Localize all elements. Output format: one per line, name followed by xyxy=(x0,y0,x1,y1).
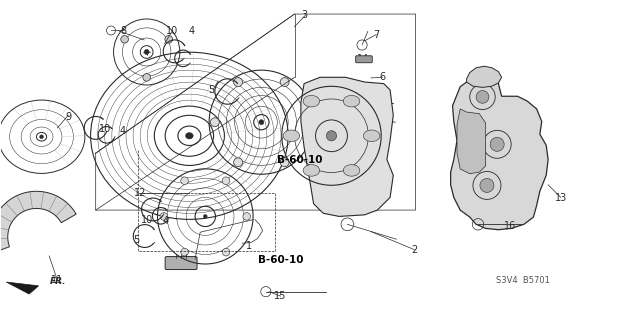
Polygon shape xyxy=(6,282,38,294)
Ellipse shape xyxy=(186,133,193,139)
Text: 16: 16 xyxy=(504,221,516,231)
Polygon shape xyxy=(457,109,486,174)
FancyBboxPatch shape xyxy=(165,256,197,270)
Ellipse shape xyxy=(364,130,380,142)
Ellipse shape xyxy=(211,118,220,127)
Polygon shape xyxy=(467,66,502,87)
Ellipse shape xyxy=(280,158,289,167)
Ellipse shape xyxy=(243,212,250,220)
Ellipse shape xyxy=(144,49,149,55)
Polygon shape xyxy=(0,191,76,253)
Ellipse shape xyxy=(490,137,504,151)
Ellipse shape xyxy=(222,248,230,256)
Text: 11: 11 xyxy=(51,275,63,285)
Text: 6: 6 xyxy=(380,72,385,82)
Ellipse shape xyxy=(480,178,494,192)
Text: 1: 1 xyxy=(246,241,252,250)
Text: 10: 10 xyxy=(141,215,153,225)
Text: 4: 4 xyxy=(188,26,195,36)
Text: 4: 4 xyxy=(163,216,169,226)
Ellipse shape xyxy=(343,95,360,107)
Ellipse shape xyxy=(222,177,230,184)
Ellipse shape xyxy=(143,74,150,81)
Text: S3V4  B5701: S3V4 B5701 xyxy=(496,276,550,285)
Text: 2: 2 xyxy=(411,245,417,255)
Text: 13: 13 xyxy=(555,193,567,203)
Ellipse shape xyxy=(303,118,312,127)
Text: 12: 12 xyxy=(134,188,147,198)
Ellipse shape xyxy=(160,212,168,220)
Text: 8: 8 xyxy=(121,26,127,36)
Ellipse shape xyxy=(234,158,243,167)
Text: 3: 3 xyxy=(301,10,307,20)
Text: 4: 4 xyxy=(120,126,125,136)
Ellipse shape xyxy=(343,165,360,176)
Text: B-60-10: B-60-10 xyxy=(258,255,303,265)
FancyBboxPatch shape xyxy=(356,56,372,63)
Ellipse shape xyxy=(326,131,337,141)
Text: B-60-10: B-60-10 xyxy=(277,154,323,165)
Ellipse shape xyxy=(40,135,44,139)
Text: 14: 14 xyxy=(357,54,369,64)
Text: 5: 5 xyxy=(133,235,140,245)
Ellipse shape xyxy=(234,78,243,86)
Polygon shape xyxy=(451,74,548,230)
Text: 10: 10 xyxy=(166,26,179,36)
Text: 9: 9 xyxy=(65,112,71,122)
Text: 15: 15 xyxy=(275,291,287,301)
Ellipse shape xyxy=(476,91,489,103)
Ellipse shape xyxy=(303,165,320,176)
Text: 7: 7 xyxy=(373,30,380,40)
Text: 5: 5 xyxy=(209,85,215,95)
Ellipse shape xyxy=(283,130,300,142)
Ellipse shape xyxy=(180,177,188,184)
Ellipse shape xyxy=(280,78,289,86)
Text: 10: 10 xyxy=(99,123,111,134)
Ellipse shape xyxy=(259,120,264,125)
Polygon shape xyxy=(301,77,394,216)
Ellipse shape xyxy=(165,35,173,43)
Ellipse shape xyxy=(204,214,207,218)
Ellipse shape xyxy=(303,95,320,107)
Text: FR.: FR. xyxy=(50,278,67,286)
Ellipse shape xyxy=(121,35,129,43)
Ellipse shape xyxy=(180,248,188,256)
